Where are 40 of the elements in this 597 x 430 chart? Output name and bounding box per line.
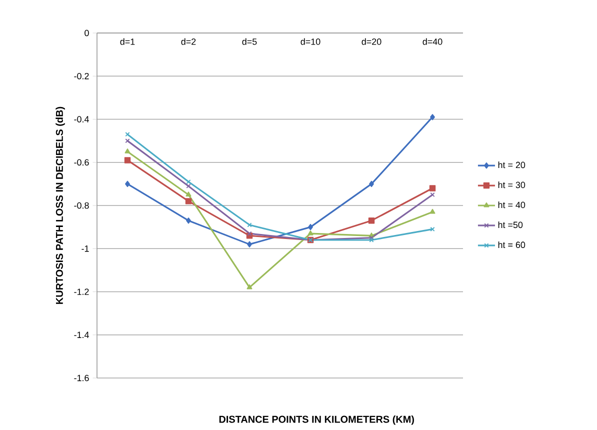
legend-label: ht =50 — [498, 221, 523, 228]
y-axis-title: KURTOSIS PATH LOSS IN DECIBELS (dB) — [56, 106, 65, 304]
point — [186, 192, 192, 197]
y-tick-label: -0.4 — [74, 116, 89, 122]
x-tick-label: d=10 — [300, 38, 320, 45]
x-tick-label: d=5 — [242, 38, 257, 45]
y-tick-label: -1 — [82, 246, 89, 252]
y-tick-label: 0 — [84, 30, 89, 36]
x-tick-label: d=2 — [181, 38, 196, 45]
y-tick-label: -1.2 — [74, 288, 89, 295]
point — [247, 231, 252, 236]
x-tick-label: d=20 — [362, 38, 382, 45]
point — [308, 224, 313, 230]
point — [186, 184, 191, 188]
y-tick-label: -0.2 — [74, 72, 89, 80]
x-axis-title: DISTANCE POINTS IN KILOMETERS (KM) — [219, 416, 414, 425]
y-tick-label: -1.6 — [74, 374, 89, 382]
point — [185, 198, 192, 204]
point — [368, 217, 375, 224]
x-tick-label: d=1 — [120, 38, 135, 45]
y-tick-label: -0.8 — [74, 202, 89, 209]
legend-label: ht = 60 — [498, 241, 526, 248]
legend-label: ht = 20 — [498, 162, 526, 168]
point — [124, 157, 131, 164]
point — [247, 222, 252, 228]
point — [186, 217, 191, 224]
point — [369, 180, 374, 188]
point — [308, 230, 314, 236]
legend-label: ht = 30 — [498, 182, 526, 188]
point — [430, 114, 435, 120]
legend-label: ht = 40 — [498, 202, 526, 208]
y-tick-label: -1.4 — [74, 332, 89, 338]
point — [124, 148, 130, 154]
point — [430, 208, 436, 214]
y-tick-label: -0.6 — [74, 159, 89, 166]
point — [429, 185, 436, 192]
point — [247, 241, 252, 248]
point — [125, 180, 130, 188]
point — [246, 284, 252, 290]
x-tick-label: d=40 — [422, 38, 442, 45]
